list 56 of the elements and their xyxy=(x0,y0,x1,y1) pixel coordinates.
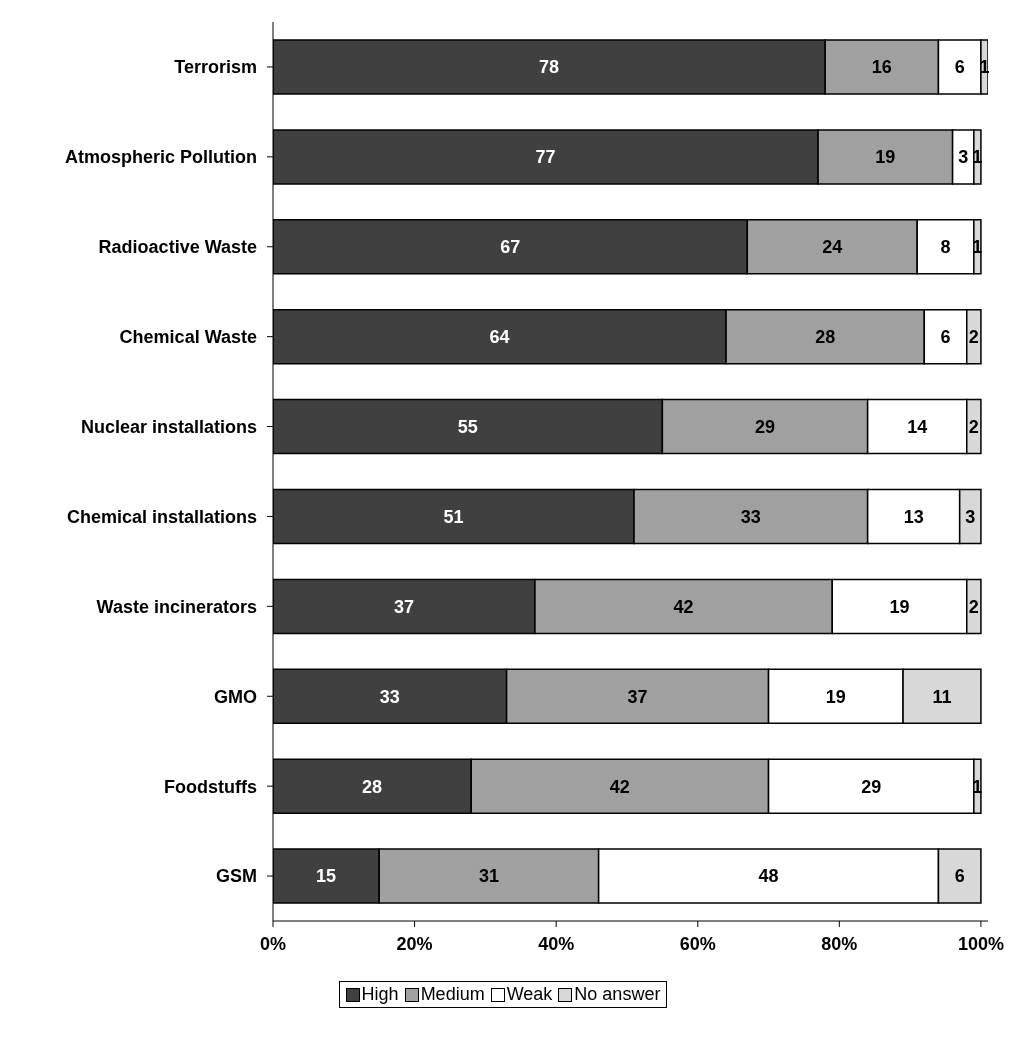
x-tick-label: 20% xyxy=(396,933,433,954)
legend-label: Weak xyxy=(505,984,553,1005)
x-tick-label: 60% xyxy=(679,933,716,954)
data-label: 31 xyxy=(478,866,499,887)
data-label: 42 xyxy=(673,596,694,617)
data-label: 2 xyxy=(968,416,979,437)
data-label: 48 xyxy=(758,866,779,887)
y-tick-label: Radioactive Waste xyxy=(98,237,257,258)
data-label: 16 xyxy=(871,57,892,78)
data-label: 3 xyxy=(965,506,976,527)
data-label: 77 xyxy=(535,147,556,168)
data-label: 24 xyxy=(822,237,843,258)
data-label: 51 xyxy=(443,506,464,527)
y-tick-label: Waste incinerators xyxy=(96,596,257,617)
data-label: 19 xyxy=(825,686,846,707)
data-label: 6 xyxy=(940,327,951,348)
y-tick-label: Terrorism xyxy=(174,57,257,78)
x-tick-label: 80% xyxy=(821,933,858,954)
data-label: 37 xyxy=(627,686,648,707)
data-label: 67 xyxy=(500,237,521,258)
data-label: 8 xyxy=(940,237,951,258)
data-label: 6 xyxy=(954,57,965,78)
data-label: 28 xyxy=(815,327,836,348)
data-label: 19 xyxy=(889,596,910,617)
legend-label: High xyxy=(360,984,399,1005)
data-label: 64 xyxy=(489,327,510,348)
y-tick-label: GMO xyxy=(214,686,257,707)
legend-label: Medium xyxy=(419,984,485,1005)
data-label: 15 xyxy=(316,866,337,887)
y-tick-label: Chemical Waste xyxy=(119,327,257,348)
x-tick-label: 0% xyxy=(259,933,287,954)
y-tick-label: Chemical installations xyxy=(66,506,257,527)
data-label: 13 xyxy=(903,506,924,527)
data-label: 11 xyxy=(932,686,952,707)
data-label: 78 xyxy=(539,57,560,78)
data-label: 33 xyxy=(740,506,761,527)
data-label: 29 xyxy=(754,416,776,437)
data-label: 37 xyxy=(393,596,414,617)
data-label: 14 xyxy=(907,416,928,437)
y-tick-label: Foodstuffs xyxy=(164,776,257,797)
data-label: 2 xyxy=(968,327,979,348)
data-label: 2 xyxy=(968,596,979,617)
data-label: 55 xyxy=(457,416,478,437)
x-tick-label: 100% xyxy=(957,933,1004,954)
y-tick-label: Atmospheric Pollution xyxy=(64,147,257,168)
y-tick-label: Nuclear installations xyxy=(80,416,257,437)
data-label: 42 xyxy=(609,776,630,797)
legend-label: No answer xyxy=(573,984,661,1005)
y-tick-label: GSM xyxy=(215,866,257,887)
data-label: 3 xyxy=(958,147,969,168)
data-label: 6 xyxy=(954,866,965,887)
data-label: 33 xyxy=(379,686,400,707)
data-label: 28 xyxy=(362,776,383,797)
x-tick-label: 40% xyxy=(538,933,575,954)
data-label: 29 xyxy=(861,776,882,797)
data-label: 19 xyxy=(875,147,896,168)
